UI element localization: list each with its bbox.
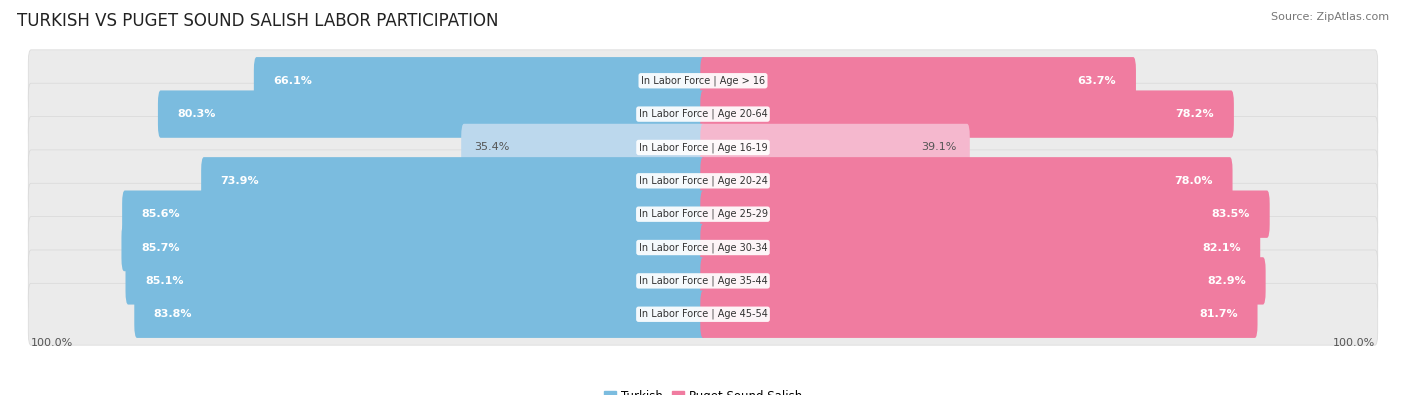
FancyBboxPatch shape [28, 216, 1378, 278]
Text: In Labor Force | Age 16-19: In Labor Force | Age 16-19 [638, 142, 768, 153]
FancyBboxPatch shape [700, 291, 1257, 338]
Text: TURKISH VS PUGET SOUND SALISH LABOR PARTICIPATION: TURKISH VS PUGET SOUND SALISH LABOR PART… [17, 12, 498, 30]
FancyBboxPatch shape [157, 90, 706, 138]
Text: 81.7%: 81.7% [1199, 309, 1237, 319]
Text: 83.8%: 83.8% [153, 309, 193, 319]
Text: In Labor Force | Age 20-24: In Labor Force | Age 20-24 [638, 175, 768, 186]
FancyBboxPatch shape [700, 190, 1270, 238]
Text: 73.9%: 73.9% [221, 176, 259, 186]
Text: 78.0%: 78.0% [1174, 176, 1213, 186]
Text: 82.1%: 82.1% [1202, 243, 1240, 252]
Text: 85.1%: 85.1% [145, 276, 184, 286]
Text: 78.2%: 78.2% [1175, 109, 1215, 119]
FancyBboxPatch shape [125, 257, 706, 305]
FancyBboxPatch shape [121, 224, 706, 271]
Text: In Labor Force | Age 25-29: In Labor Force | Age 25-29 [638, 209, 768, 220]
Text: 80.3%: 80.3% [177, 109, 217, 119]
Text: 82.9%: 82.9% [1208, 276, 1246, 286]
Text: 83.5%: 83.5% [1212, 209, 1250, 219]
FancyBboxPatch shape [700, 124, 970, 171]
FancyBboxPatch shape [461, 124, 706, 171]
Text: 85.6%: 85.6% [142, 209, 180, 219]
Text: 85.7%: 85.7% [141, 243, 180, 252]
FancyBboxPatch shape [700, 90, 1234, 138]
Text: In Labor Force | Age 35-44: In Labor Force | Age 35-44 [638, 276, 768, 286]
FancyBboxPatch shape [700, 157, 1233, 205]
Text: 35.4%: 35.4% [474, 143, 509, 152]
Text: 100.0%: 100.0% [1333, 338, 1375, 348]
Text: In Labor Force | Age > 16: In Labor Force | Age > 16 [641, 75, 765, 86]
Text: 63.7%: 63.7% [1078, 76, 1116, 86]
Text: In Labor Force | Age 30-34: In Labor Force | Age 30-34 [638, 242, 768, 253]
FancyBboxPatch shape [254, 57, 706, 104]
FancyBboxPatch shape [28, 50, 1378, 112]
FancyBboxPatch shape [700, 257, 1265, 305]
FancyBboxPatch shape [135, 291, 706, 338]
Legend: Turkish, Puget Sound Salish: Turkish, Puget Sound Salish [599, 385, 807, 395]
FancyBboxPatch shape [28, 83, 1378, 145]
FancyBboxPatch shape [28, 183, 1378, 245]
FancyBboxPatch shape [122, 190, 706, 238]
FancyBboxPatch shape [28, 150, 1378, 212]
Text: Source: ZipAtlas.com: Source: ZipAtlas.com [1271, 12, 1389, 22]
FancyBboxPatch shape [700, 224, 1260, 271]
Text: 39.1%: 39.1% [921, 143, 957, 152]
FancyBboxPatch shape [201, 157, 706, 205]
Text: In Labor Force | Age 45-54: In Labor Force | Age 45-54 [638, 309, 768, 320]
FancyBboxPatch shape [28, 117, 1378, 179]
Text: 100.0%: 100.0% [31, 338, 73, 348]
FancyBboxPatch shape [28, 283, 1378, 345]
Text: 66.1%: 66.1% [273, 76, 312, 86]
FancyBboxPatch shape [700, 57, 1136, 104]
FancyBboxPatch shape [28, 250, 1378, 312]
Text: In Labor Force | Age 20-64: In Labor Force | Age 20-64 [638, 109, 768, 119]
